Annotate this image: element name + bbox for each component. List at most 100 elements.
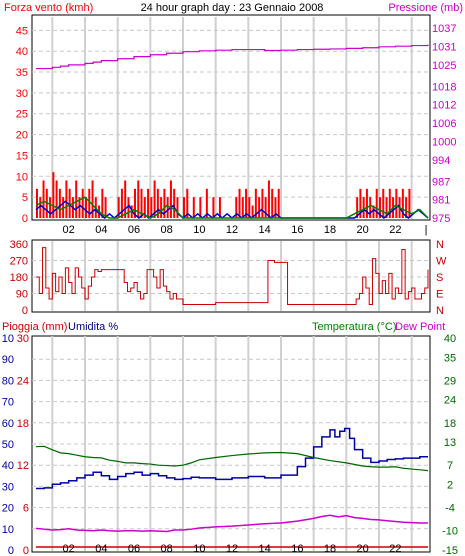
x-tick-label: 20: [357, 224, 369, 236]
x-tick-label: 04: [95, 224, 107, 236]
wind-gust-bar: [120, 188, 123, 218]
wind-gust-bar: [140, 188, 143, 218]
temperature-axis-title: Temperatura (°C): [312, 321, 396, 333]
wind-gust-bar: [58, 188, 61, 218]
wind-gust-bar: [274, 197, 277, 218]
humidity-pct-tick-label: 10: [2, 524, 14, 536]
wind-tick-label: 10: [16, 171, 28, 183]
temperature-tick-label: 35: [444, 352, 456, 364]
pressure-tick-label: 1006: [432, 118, 456, 130]
wind-gust-bar: [176, 197, 179, 218]
wind-gust-bar: [277, 188, 280, 218]
wind-gust-bar: [65, 180, 68, 218]
compass-tick-label: S: [436, 272, 443, 284]
dewpoint-line: [35, 514, 428, 533]
x-tick-label: 08: [161, 224, 173, 236]
compass-tick-label: N: [436, 305, 444, 317]
direction-tick-label: 90: [16, 289, 28, 301]
x-tick-label: 12: [226, 224, 238, 236]
x-tick-label-bottom: 22: [389, 543, 401, 555]
x-tick-label-bottom: 06: [128, 543, 140, 555]
direction-tick-label: 0: [22, 305, 28, 317]
x-tick-label-bottom: 10: [193, 543, 205, 555]
wind-gust-bar: [134, 188, 136, 218]
wind-gust-bar: [405, 197, 408, 218]
wind-gust-bar: [173, 188, 176, 218]
wind-gust-bar: [39, 197, 42, 218]
wind-gust-bar: [264, 197, 267, 218]
humidity-pct-tick-label: 60: [2, 418, 14, 430]
wind-gust-bar: [55, 180, 58, 218]
x-tick-label-bottom: 12: [226, 543, 238, 555]
wind-gust-bar: [356, 197, 359, 218]
rain-tick-label: 6: [23, 503, 29, 515]
temperature-line: [35, 445, 429, 472]
wind-tick-label: 15: [16, 150, 28, 162]
pressure-tick-label: 981: [432, 195, 450, 207]
compass-tick-label: E: [436, 289, 443, 301]
wind-gust-bar: [88, 188, 91, 218]
wind-tick-label: 30: [16, 88, 28, 100]
wind-gust-bar: [372, 205, 375, 218]
pressure-tick-label: 987: [432, 176, 450, 188]
rain-tick-label: 30: [17, 333, 29, 345]
humidity-pct-tick-label: 10: [2, 333, 14, 345]
wind-gust-bar: [388, 188, 391, 218]
wind-gust-bar: [183, 197, 185, 218]
top-panel-frame: [31, 14, 431, 221]
pressure-tick-label: 1037: [432, 23, 456, 35]
wind-gust-bar: [248, 197, 251, 218]
wind-tick-label: 0: [22, 213, 28, 225]
direction-tick-label: 360: [10, 239, 28, 251]
wind-gust-bar: [375, 188, 378, 218]
wind-gust-bar: [395, 188, 398, 218]
temperature-tick-label: -4: [445, 503, 455, 515]
humidity-axis-title: Umidita %: [68, 321, 118, 333]
compass-tick-label: N: [436, 239, 444, 251]
rain-tick-label: 24: [17, 375, 29, 387]
x-tick-label: 16: [291, 224, 303, 236]
pressure-axis-title: Pressione (mb): [388, 2, 463, 14]
x-tick-end-mark: |: [425, 224, 428, 236]
wind-gust-bar: [169, 180, 172, 218]
wind-direction-line: [36, 247, 429, 305]
wind-gust-bar: [267, 180, 270, 218]
wind-gust-bar: [156, 188, 159, 218]
wind-gust-bar: [49, 197, 52, 218]
wind-gust-bar: [218, 197, 221, 218]
wind-gust-bar: [166, 197, 169, 218]
x-tick-label-bottom: 16: [291, 543, 303, 555]
humidity-pct-tick-label: 90: [2, 354, 14, 366]
wind-gust-bar: [104, 197, 107, 218]
wind-tick-label: 25: [16, 109, 28, 121]
middle-panel-frame: [31, 239, 431, 313]
temperature-tick-label: 7: [447, 460, 453, 472]
direction-tick-label: 270: [10, 256, 28, 268]
wind-gust-bar: [42, 180, 45, 218]
wind-gust-bar: [369, 197, 372, 218]
wind-axis-title: Forza vento (kmh): [4, 2, 93, 14]
wind-gust-bar: [365, 188, 368, 218]
wind-gust-bar: [251, 205, 254, 218]
dewpoint-axis-title: Dew Point: [395, 321, 445, 333]
wind-gust-bar: [379, 197, 381, 218]
wind-gust-bar: [408, 188, 411, 218]
direction-tick-label: 180: [10, 272, 28, 284]
x-tick-label: 02: [63, 224, 75, 236]
wind-gust-bar: [235, 197, 238, 218]
temperature-tick-label: -10: [442, 526, 458, 538]
wind-gust-bar: [271, 188, 274, 218]
rain-tick-label: 18: [17, 418, 29, 430]
wind-gust-bar: [78, 197, 81, 218]
wind-tick-label: 45: [16, 25, 28, 37]
humidity-pct-tick-label: 40: [2, 460, 14, 472]
wind-gust-bar: [212, 197, 215, 218]
wind-gust-bar: [160, 197, 163, 218]
chart-title: 24 hour graph day : 23 Gennaio 2008: [141, 2, 324, 14]
x-tick-label-bottom: 04: [95, 543, 107, 555]
wind-gust-bar: [385, 197, 388, 218]
wind-gust-bar: [143, 197, 146, 218]
x-tick-label-bottom: 18: [324, 543, 336, 555]
wind-gust-bar: [199, 197, 202, 218]
humidity-pct-tick-label: 30: [2, 481, 14, 493]
